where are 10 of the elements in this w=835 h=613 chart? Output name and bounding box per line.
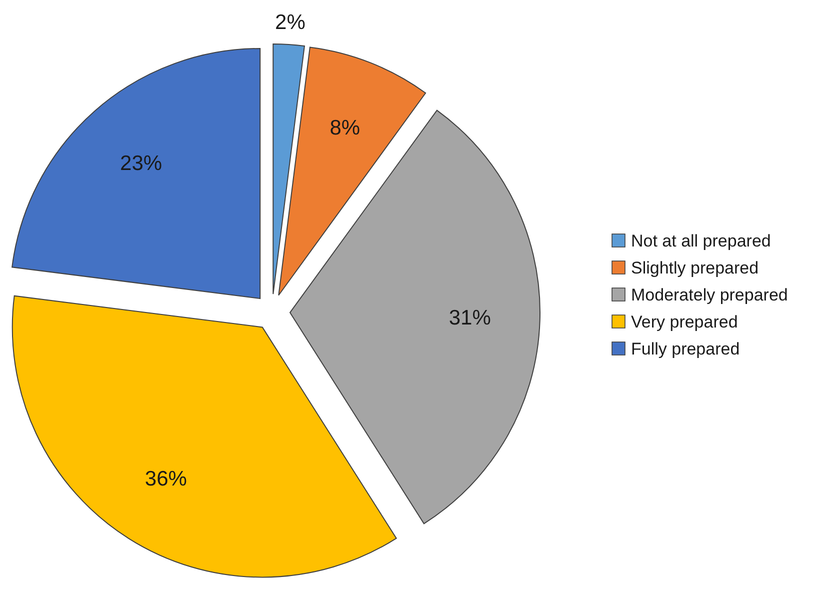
data-label: 31% [448,306,491,330]
data-label: 23% [120,152,162,175]
data-label: 36% [144,468,187,491]
legend-label: Fully prepared [631,340,740,358]
legend-label: Slightly prepared [631,258,759,278]
legend-label: Very prepared [631,312,738,332]
data-label: 2% [275,11,306,34]
legend-label: Not at all prepared [631,232,771,250]
legend-label: Moderately prepared [631,286,788,304]
data-label: 8% [330,116,360,140]
